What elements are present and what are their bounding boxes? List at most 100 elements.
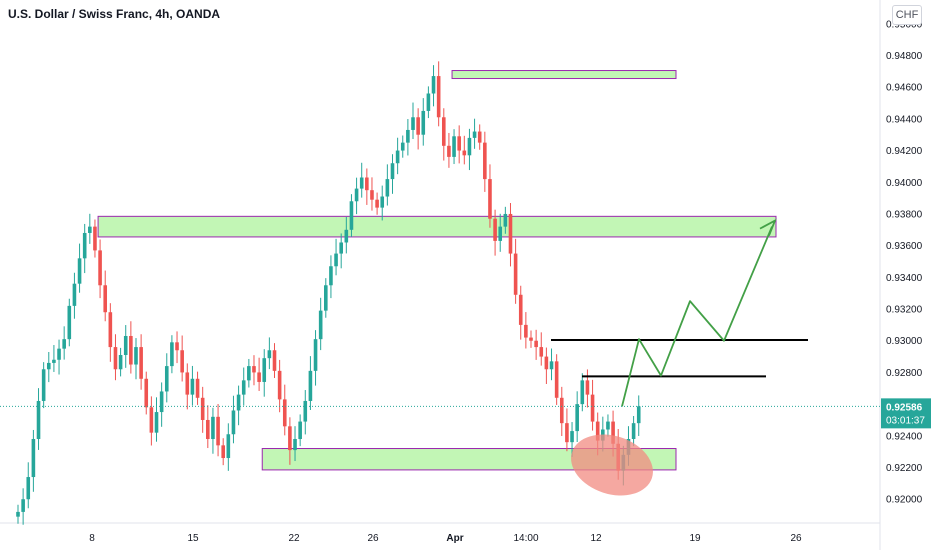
candle-down [370, 190, 374, 200]
candle-down [139, 347, 143, 379]
horizontal-levels[interactable] [551, 338, 808, 378]
candle-down [447, 145, 451, 157]
candle-down [441, 117, 446, 146]
candle-up [236, 394, 241, 411]
support-resistance-zones[interactable] [97, 70, 777, 471]
candle-up [324, 285, 328, 311]
candle-down [462, 150, 467, 156]
candle-up [123, 335, 128, 356]
y-tick-label: 0.92800 [886, 368, 923, 379]
candle-down [113, 347, 118, 370]
candle-up [406, 129, 410, 143]
candle-up [606, 421, 610, 430]
candle-up [395, 150, 400, 164]
candle-down [565, 423, 569, 443]
candle-up [308, 370, 313, 401]
candle-up [636, 406, 641, 424]
candle-up [134, 347, 138, 365]
candle-down [483, 142, 487, 180]
candle-up [293, 439, 297, 451]
candle-down [93, 226, 97, 251]
candle-down [288, 426, 292, 451]
drawing-overlay[interactable] [563, 218, 777, 506]
price-axis[interactable]: 0.950000.948000.946000.944000.942000.940… [886, 19, 923, 505]
candle-up [354, 188, 359, 202]
candle-up [452, 136, 456, 157]
candle-down [180, 350, 184, 373]
candle-up [88, 226, 92, 233]
candle-down [534, 340, 538, 348]
candle-up [211, 416, 215, 440]
last-price-marker: 0.92586 03:01:37 [0, 398, 931, 429]
candle-down [252, 366, 256, 373]
candle-up [380, 196, 385, 208]
candle-up [62, 339, 66, 349]
candle-down [149, 407, 154, 433]
candle-up [344, 229, 349, 243]
arrow-head-icon [759, 218, 777, 236]
candle-down [524, 324, 528, 338]
candle-down [195, 378, 200, 398]
candle-up [118, 355, 123, 370]
candle-down [559, 397, 564, 424]
highlight-ellipse [571, 434, 653, 496]
candle-down [144, 378, 149, 408]
candle-up [41, 369, 46, 401]
candle-down [103, 285, 108, 313]
candle-down [611, 421, 615, 444]
time-axis[interactable]: 8 15 22 26 Apr 14:00 12 19 26 [89, 533, 802, 544]
candle-down [206, 419, 210, 440]
candle-up [334, 253, 338, 267]
y-tick-label: 0.92000 [886, 495, 923, 506]
candle-down [488, 179, 492, 219]
candle-up [267, 350, 272, 359]
candle-down [508, 213, 513, 254]
candle-up [390, 163, 395, 180]
candle-up [431, 76, 436, 94]
x-tick-label: 22 [288, 533, 300, 544]
candle-down [513, 253, 518, 295]
candle-down [518, 294, 523, 325]
y-tick-label: 0.92200 [886, 463, 923, 474]
y-tick-label: 0.94400 [886, 114, 923, 125]
candle-down [585, 380, 590, 395]
y-tick-label: 0.92400 [886, 431, 923, 442]
candle-up [57, 348, 61, 360]
candle-up [426, 93, 431, 111]
candle-down [365, 177, 369, 191]
candle-down [257, 372, 261, 382]
candle-up [570, 431, 574, 443]
candle-down [216, 416, 220, 446]
candle-up [303, 400, 308, 422]
candle-down [200, 397, 205, 420]
candle-down [477, 131, 482, 143]
candle-up [318, 310, 323, 340]
top-zone [451, 70, 677, 80]
x-tick-label: 12 [590, 533, 602, 544]
candle-up [498, 226, 503, 241]
candle-up [575, 404, 579, 432]
y-tick-label: 0.93200 [886, 305, 923, 316]
candle-up [82, 232, 87, 259]
y-tick-label: 0.93600 [886, 241, 923, 252]
candle-up [52, 359, 56, 363]
candlestick-series [16, 61, 641, 525]
candle-up [247, 366, 251, 381]
x-tick-label: 14:00 [513, 533, 538, 544]
candle-up [549, 361, 554, 370]
candle-up [36, 400, 41, 440]
candle-up [226, 434, 231, 459]
candle-up [77, 258, 82, 284]
candle-up [411, 117, 415, 130]
candle-up [467, 137, 472, 156]
candle-down [272, 350, 277, 371]
currency-button[interactable]: CHF [892, 5, 922, 25]
y-tick-label: 0.93400 [886, 273, 923, 284]
candle-up [580, 380, 585, 405]
candle-up [67, 305, 72, 340]
y-tick-label: 0.94000 [886, 178, 923, 189]
candle-down [590, 394, 595, 422]
x-tick-label: 8 [89, 533, 95, 544]
candle-down [544, 356, 549, 370]
